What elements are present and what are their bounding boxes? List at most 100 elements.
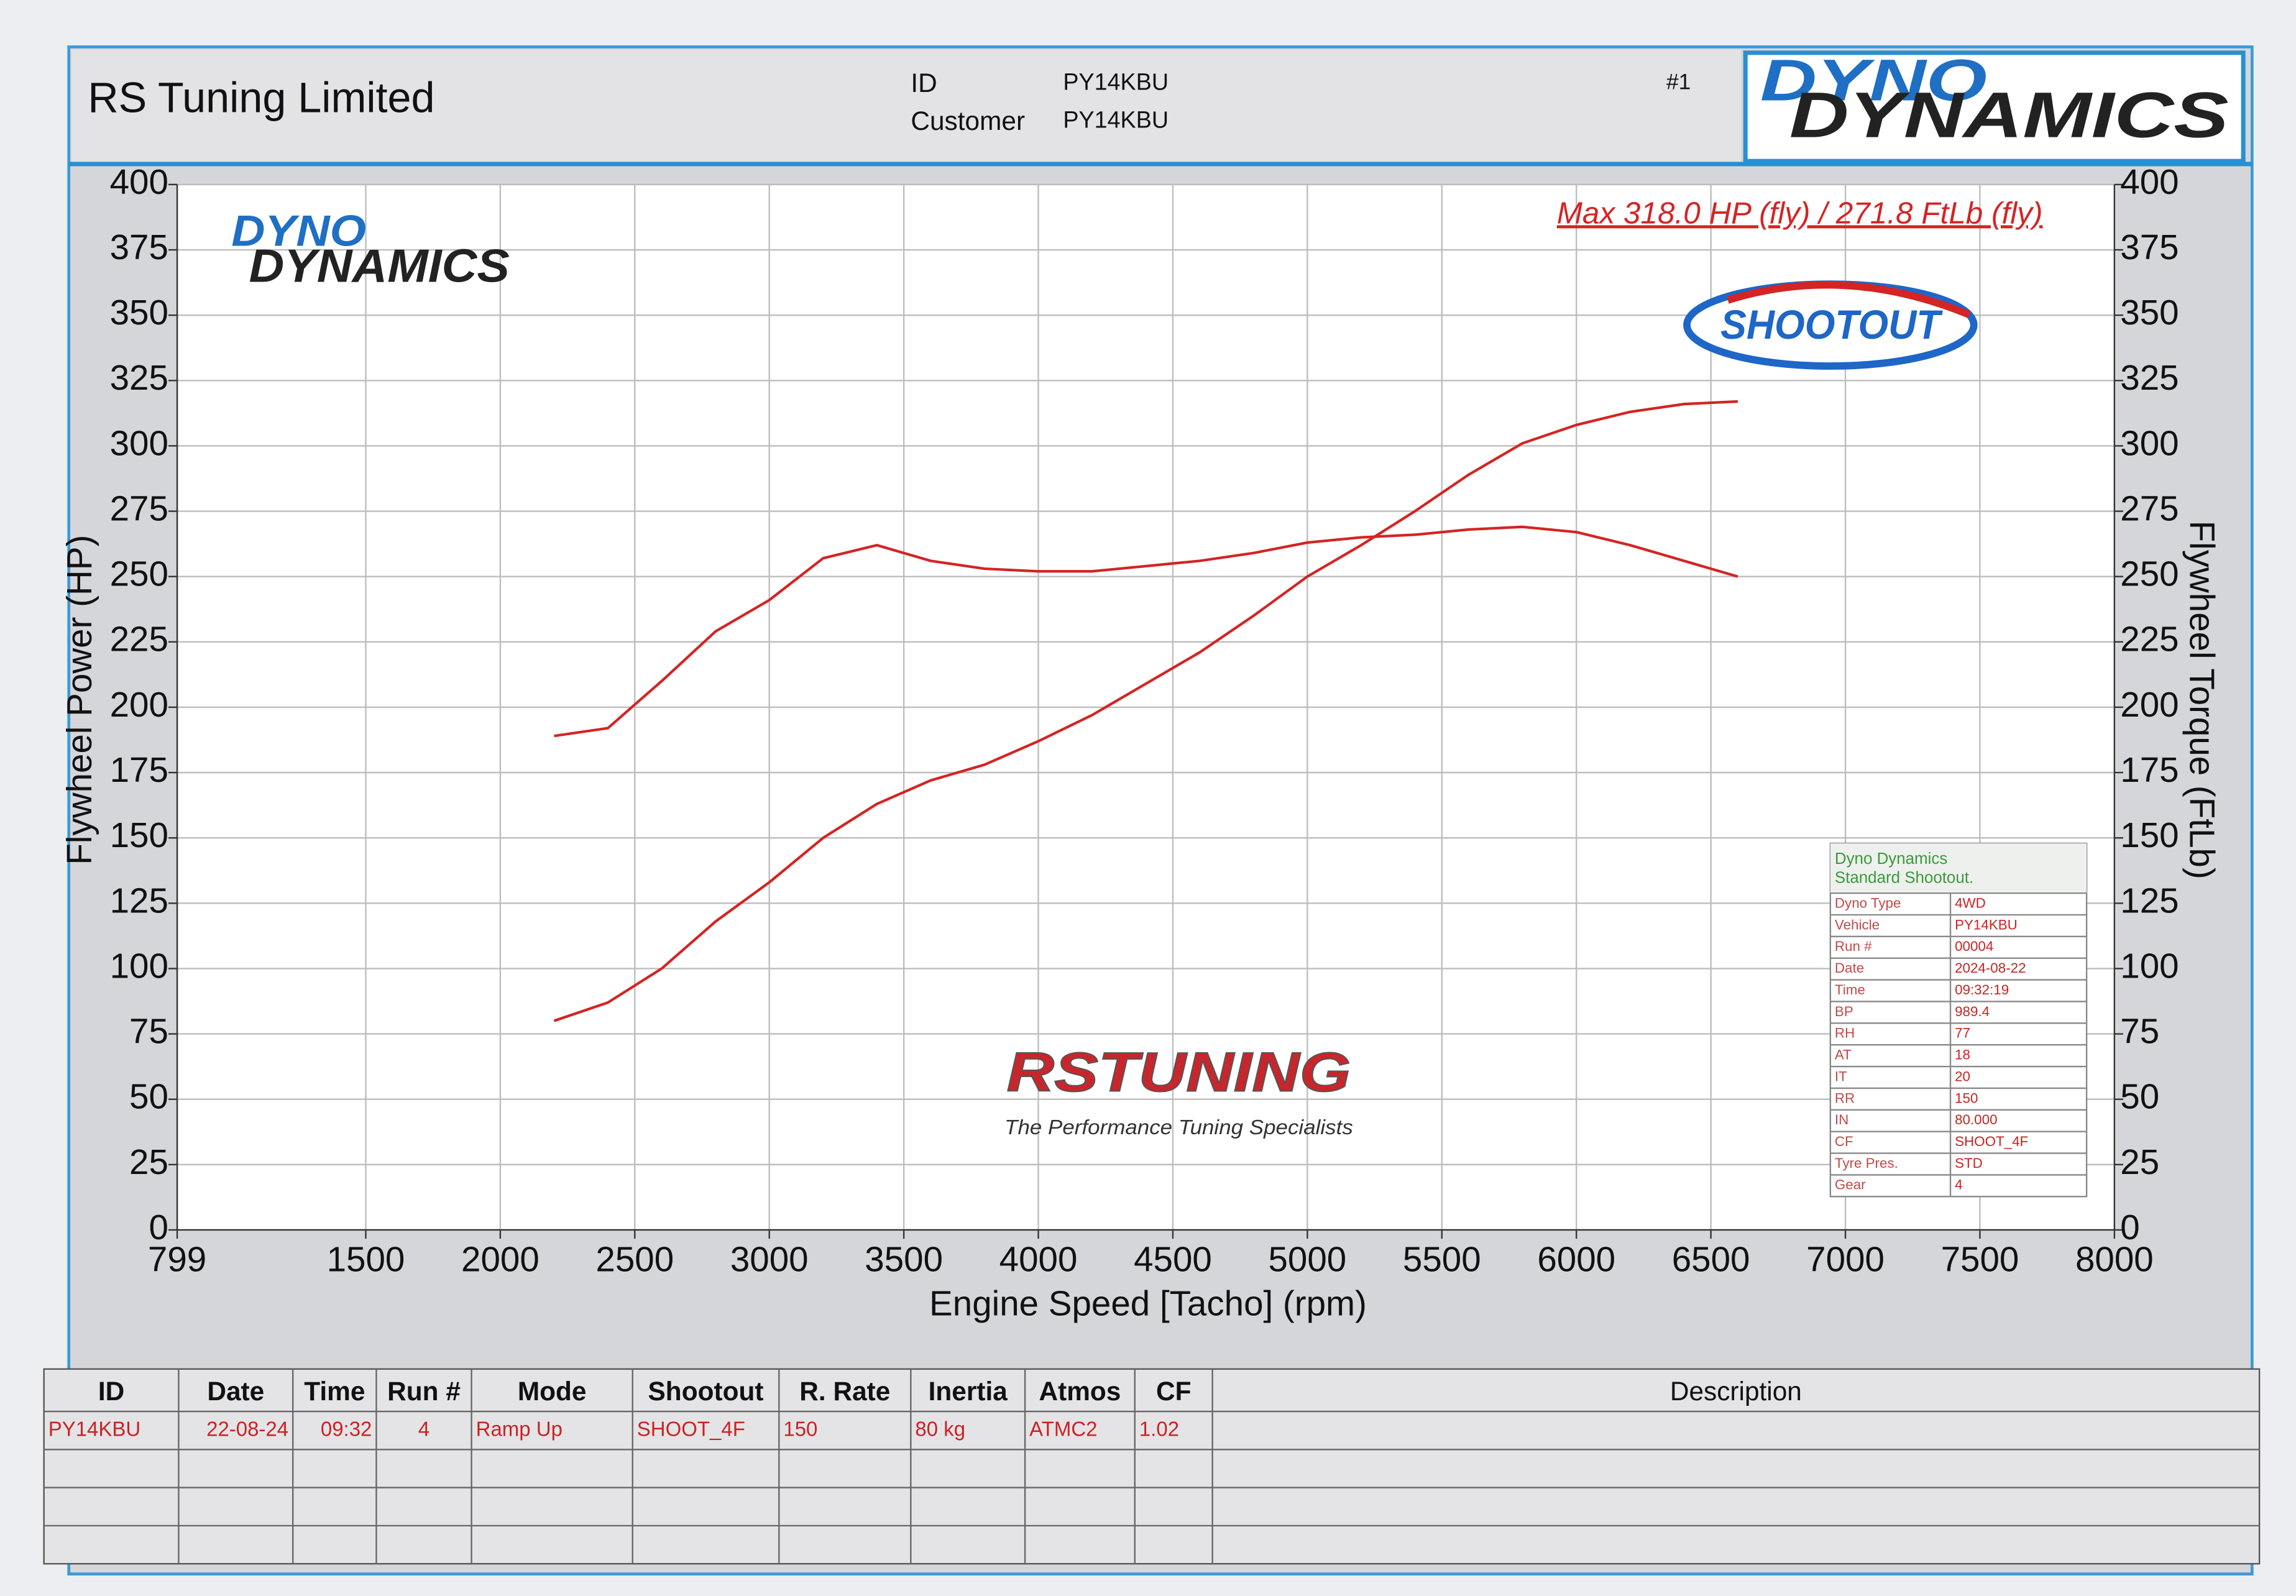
y-tick-label: 175 bbox=[110, 750, 168, 789]
run-table-header: Atmos bbox=[1039, 1377, 1121, 1406]
run-table-cell: 09:32 bbox=[321, 1417, 372, 1440]
company-name: RS Tuning Limited bbox=[88, 75, 434, 122]
info-box-value: PY14KBU bbox=[1955, 917, 2018, 932]
y2-tick-label: 250 bbox=[2120, 554, 2179, 594]
y2-tick-label: 0 bbox=[2120, 1208, 2139, 1247]
y2-tick-label: 100 bbox=[2120, 946, 2179, 985]
y-tick-label: 275 bbox=[110, 488, 168, 528]
info-box-label: Time bbox=[1835, 982, 1865, 998]
info-box-value: 77 bbox=[1955, 1025, 1970, 1041]
x-tick-label: 2500 bbox=[595, 1240, 674, 1279]
y2-tick-label: 125 bbox=[2120, 881, 2179, 920]
info-box-label: RR bbox=[1835, 1090, 1855, 1106]
y-tick-label: 225 bbox=[110, 620, 168, 659]
run-table-header: Mode bbox=[518, 1377, 587, 1406]
watermark-dyno-bottom: DYNAMICS bbox=[249, 239, 509, 291]
info-box-label: Date bbox=[1835, 960, 1864, 976]
info-box-value: 20 bbox=[1955, 1068, 1970, 1084]
info-box-value: 18 bbox=[1955, 1047, 1970, 1063]
logo-bottom: DYNAMICS bbox=[1789, 79, 2229, 151]
y2-tick-label: 75 bbox=[2120, 1012, 2159, 1051]
customer-label: Customer bbox=[911, 106, 1025, 135]
info-box-label: CF bbox=[1835, 1134, 1853, 1149]
y-tick-label: 350 bbox=[110, 293, 168, 332]
run-table-header: Date bbox=[207, 1377, 264, 1406]
y-tick-label: 325 bbox=[110, 358, 168, 397]
y-tick-label: 200 bbox=[110, 685, 168, 724]
run-table-cell: 150 bbox=[783, 1417, 817, 1440]
run-table-header: ID bbox=[98, 1377, 124, 1406]
info-box-value: 989.4 bbox=[1955, 1004, 1990, 1019]
info-box-value: 4 bbox=[1955, 1177, 1962, 1193]
run-table-header: Shootout bbox=[648, 1377, 764, 1406]
x-tick-label: 8000 bbox=[2075, 1240, 2154, 1279]
y-axis-title: Flywheel Power (HP) bbox=[60, 535, 99, 865]
y2-tick-label: 325 bbox=[2120, 358, 2179, 397]
run-table-cell: ATMC2 bbox=[1029, 1417, 1097, 1440]
y-tick-label: 50 bbox=[129, 1077, 168, 1116]
series-line bbox=[553, 400, 1738, 1022]
y2-tick-label: 375 bbox=[2120, 227, 2179, 267]
x-tick-label: 799 bbox=[148, 1240, 206, 1279]
y-tick-label: 0 bbox=[149, 1208, 168, 1247]
y-tick-label: 375 bbox=[110, 227, 168, 267]
info-box-label: Tyre Pres. bbox=[1835, 1155, 1898, 1171]
run-table-header: Description bbox=[1670, 1377, 1802, 1406]
run-number: #1 bbox=[1666, 70, 1691, 94]
x-tick-label: 6000 bbox=[1537, 1240, 1615, 1279]
info-box-title: Standard Shootout. bbox=[1835, 869, 1973, 886]
y2-tick-label: 150 bbox=[2120, 815, 2179, 855]
y2-tick-label: 300 bbox=[2120, 423, 2179, 462]
watermark-dyno-top: DYNO bbox=[231, 206, 366, 255]
logo-top: DYNO bbox=[1760, 48, 1987, 113]
y2-tick-label: 175 bbox=[2120, 750, 2179, 789]
info-box-label: IT bbox=[1835, 1068, 1847, 1084]
run-table-header: Time bbox=[304, 1377, 365, 1406]
info-box-label: IN bbox=[1835, 1112, 1848, 1127]
x-tick-label: 7500 bbox=[1941, 1240, 2019, 1279]
y-tick-label: 125 bbox=[110, 881, 168, 920]
y-tick-label: 25 bbox=[129, 1142, 168, 1181]
shootout-text: SHOOTOUT bbox=[1720, 301, 1943, 347]
rs-logo: RSTUNING bbox=[1007, 1040, 1351, 1103]
x-tick-label: 3500 bbox=[865, 1240, 943, 1279]
info-box-value: STD bbox=[1955, 1155, 1983, 1171]
y2-tick-label: 25 bbox=[2120, 1142, 2159, 1181]
run-table-cell: PY14KBU bbox=[48, 1417, 140, 1440]
y2-tick-label: 50 bbox=[2120, 1077, 2159, 1116]
id-value: PY14KBU bbox=[1063, 68, 1169, 94]
info-box-value: 09:32:19 bbox=[1955, 982, 2009, 998]
run-table-cell: 22-08-24 bbox=[206, 1417, 288, 1440]
info-box-title-bg bbox=[1830, 843, 2087, 894]
y-tick-label: 250 bbox=[110, 554, 168, 594]
y2-axis-title: Flywheel Torque (FtLb) bbox=[2183, 521, 2222, 879]
y-tick-label: 150 bbox=[110, 815, 168, 855]
id-label: ID bbox=[911, 68, 937, 98]
x-tick-label: 5000 bbox=[1268, 1240, 1346, 1279]
info-box-label: Run # bbox=[1835, 938, 1872, 954]
info-box-label: Dyno Type bbox=[1835, 895, 1901, 910]
run-table-cell: Ramp Up bbox=[476, 1417, 563, 1440]
info-box-label: Vehicle bbox=[1835, 917, 1880, 932]
info-box-value: 150 bbox=[1955, 1090, 1978, 1106]
run-table-header: Run # bbox=[387, 1377, 461, 1406]
y2-tick-label: 350 bbox=[2120, 293, 2179, 332]
series-line bbox=[554, 525, 1738, 738]
run-table-cell: 4 bbox=[418, 1417, 429, 1440]
x-tick-label: 3000 bbox=[730, 1240, 809, 1279]
run-table-header: R. Rate bbox=[799, 1377, 890, 1406]
info-box-value: 4WD bbox=[1955, 895, 1986, 910]
x-tick-label: 2000 bbox=[461, 1240, 540, 1279]
y2-tick-label: 400 bbox=[2120, 162, 2179, 201]
info-box-value: SHOOT_4F bbox=[1955, 1134, 2028, 1149]
info-box-label: AT bbox=[1835, 1047, 1852, 1063]
y-tick-label: 400 bbox=[110, 162, 168, 201]
info-box-label: Gear bbox=[1835, 1177, 1866, 1193]
y-tick-label: 100 bbox=[110, 946, 168, 985]
info-box-label: RH bbox=[1835, 1025, 1855, 1041]
info-box-title: Dyno Dynamics bbox=[1835, 850, 1947, 868]
x-tick-label: 1500 bbox=[327, 1240, 405, 1279]
run-table-header: Inertia bbox=[929, 1377, 1008, 1406]
y2-tick-label: 200 bbox=[2120, 685, 2179, 724]
y-tick-label: 75 bbox=[129, 1012, 168, 1051]
